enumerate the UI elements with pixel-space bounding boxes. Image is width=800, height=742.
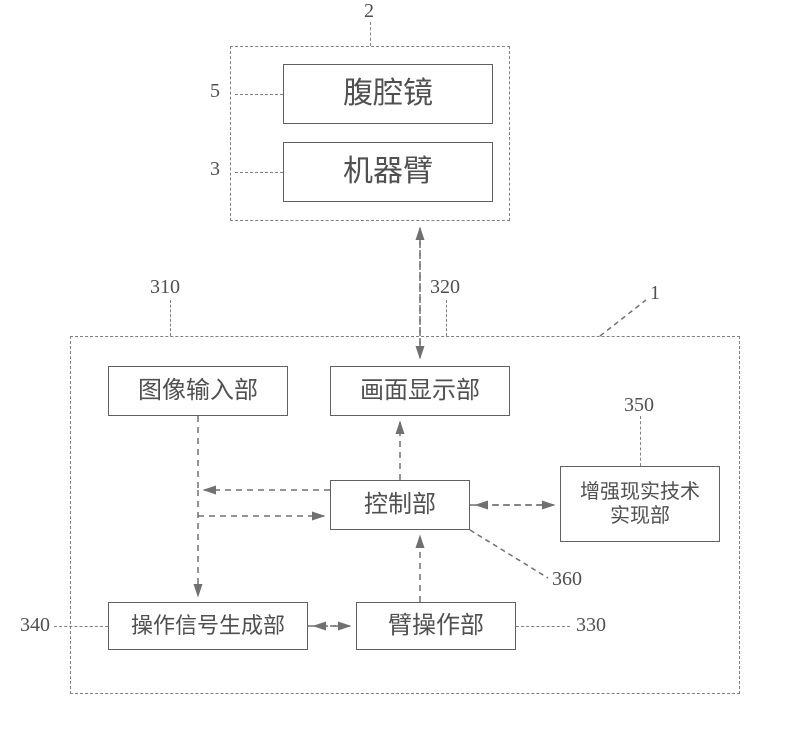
ref-330: 330	[576, 614, 606, 637]
ref-350: 350	[624, 394, 654, 417]
ref-310: 310	[150, 276, 180, 299]
node-robot-arm: 机器臂	[283, 142, 493, 202]
ref-340: 340	[20, 614, 50, 637]
node-controller: 控制部	[330, 480, 470, 530]
node-op-signal-gen: 操作信号生成部	[108, 602, 308, 650]
ref-360: 360	[552, 568, 582, 591]
leader-330	[516, 626, 570, 627]
node-laparoscope-label: 腹腔镜	[339, 74, 437, 114]
node-controller-label: 控制部	[360, 489, 440, 522]
node-screen-display: 画面显示部	[330, 366, 510, 416]
leader-5	[235, 94, 283, 95]
node-robot-arm-label: 机器臂	[339, 152, 437, 192]
leader-350	[640, 416, 641, 466]
ref-2: 2	[364, 0, 374, 23]
leader-3	[235, 172, 283, 173]
node-arm-op-label: 臂操作部	[384, 610, 488, 643]
node-laparoscope: 腹腔镜	[283, 64, 493, 124]
node-image-input: 图像输入部	[108, 366, 288, 416]
leader-2	[370, 22, 371, 46]
node-ar-impl-label: 增强现实技术 实现部	[576, 478, 704, 530]
leader-320	[446, 300, 447, 336]
node-arm-op: 臂操作部	[356, 602, 516, 650]
node-ar-impl: 增强现实技术 实现部	[560, 466, 720, 542]
diagram-canvas: 2 腹腔镜 5 机器臂 3 1 图像输入部 310 画面显示部 320 控制部 …	[0, 0, 800, 742]
ref-5: 5	[210, 80, 220, 103]
node-op-signal-gen-label: 操作信号生成部	[127, 611, 289, 641]
leader-310	[170, 300, 171, 336]
ref-320: 320	[430, 276, 460, 299]
leader-340	[54, 626, 108, 627]
ref-1: 1	[650, 282, 660, 305]
node-screen-display-label: 画面显示部	[356, 375, 484, 408]
ref-3: 3	[210, 158, 220, 181]
node-image-input-label: 图像输入部	[134, 375, 262, 408]
